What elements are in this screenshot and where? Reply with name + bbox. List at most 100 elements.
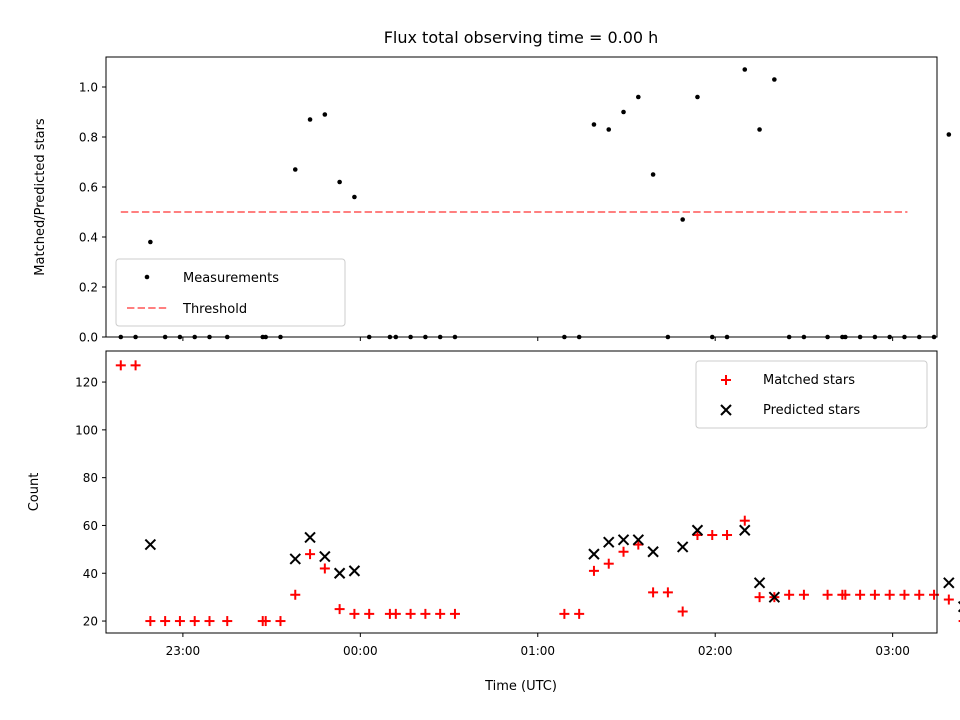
matched-star-point — [449, 608, 460, 619]
matched-star-point — [559, 608, 570, 619]
matched-star-point — [692, 530, 703, 541]
matched-star-point — [420, 608, 431, 619]
measurement-point — [695, 94, 700, 100]
matched-star-point — [899, 589, 910, 600]
top-axes-frame — [105, 56, 938, 338]
bottom-y-tick-label: 120 — [75, 376, 98, 390]
predicted-star-point — [617, 534, 630, 546]
predicted-star-point — [319, 550, 331, 563]
predicted-star-point — [739, 524, 751, 536]
matched-star-point — [115, 360, 126, 371]
bottom-y-tick-label: 40 — [83, 567, 98, 581]
predicted-star-point — [647, 546, 659, 558]
matched-star-point — [840, 589, 851, 600]
predicted-star-point — [603, 536, 615, 548]
matched-star-point — [869, 589, 880, 600]
measurement-point — [352, 194, 357, 200]
matched-star-point — [739, 515, 750, 526]
matched-star-point — [884, 589, 895, 600]
top-y-tick-label: 0.2 — [79, 281, 98, 295]
predicted-star-point — [144, 538, 157, 551]
predicted-star-point-b — [647, 546, 659, 558]
predicted-star-point — [333, 567, 346, 579]
predicted-star-point — [348, 565, 361, 577]
matched-star-point — [405, 608, 416, 619]
matched-star-point — [588, 565, 599, 576]
predicted-star-point-b — [617, 534, 630, 546]
matched-star-point — [677, 606, 688, 617]
matched-star-point — [943, 594, 954, 605]
measurement-point — [772, 77, 777, 82]
top-legend-box — [115, 258, 346, 327]
legend-matched-plus — [721, 375, 731, 385]
predicted-star-point-b — [333, 567, 346, 579]
top-panel: Flux total observing time = 0.00 h Match… — [33, 28, 952, 345]
bottom-y-tick-label: 80 — [83, 471, 98, 485]
matched-star-point — [275, 616, 286, 627]
predicted-star-point — [588, 548, 600, 560]
predicted-star-point — [691, 524, 704, 536]
predicted-star-point-b — [588, 548, 600, 560]
measurement-point — [148, 239, 153, 245]
matched-star-point — [798, 589, 809, 600]
x-axis-label: Time (UTC) — [484, 679, 557, 694]
predicted-star-point — [289, 553, 301, 565]
top-y-tick-label: 0.4 — [79, 231, 98, 245]
matched-star-point — [618, 546, 629, 557]
measurement-point — [636, 94, 641, 100]
matched-star-point — [189, 616, 200, 627]
matched-star-point — [822, 589, 833, 600]
matched-star-point — [855, 589, 866, 600]
predicted-star-point-b — [289, 553, 301, 565]
matched-star-point — [722, 530, 733, 541]
chart-title: Flux total observing time = 0.00 h — [384, 28, 659, 47]
matched-star-point — [334, 604, 345, 615]
bottom-y-tick-label: 20 — [83, 615, 98, 629]
matched-star-point — [707, 530, 718, 541]
predicted-star-point-b — [768, 591, 781, 603]
bottom-x-tick-label: 02:00 — [698, 644, 733, 658]
matched-star-point — [260, 616, 271, 627]
measurement-point — [680, 217, 685, 222]
bottom-legend-box — [695, 360, 928, 429]
matched-star-point — [305, 549, 316, 560]
top-legend: Measurements Threshold — [115, 258, 346, 327]
matched-star-point — [222, 616, 233, 627]
top-y-tick-label: 0.0 — [79, 331, 98, 345]
matched-star-point — [662, 587, 673, 598]
top-y-tick-label: 0.6 — [79, 181, 98, 195]
measurement-point — [322, 112, 328, 117]
matched-star-point — [574, 608, 585, 619]
top-x-axis — [182, 337, 894, 341]
top-y-axis-label: Matched/Predicted stars — [33, 118, 48, 276]
legend-predicted-label: Predicted stars — [763, 403, 860, 418]
predicted-star-point — [632, 534, 645, 546]
predicted-star-point-b — [691, 524, 704, 536]
bottom-x-axis: 23:00 00:00 01:00 02:00 03:00 — [166, 633, 910, 658]
matched-star-point — [130, 360, 141, 371]
legend-predicted-marker — [720, 404, 732, 416]
legend-matched-marker — [721, 375, 731, 385]
measurement-point — [292, 167, 298, 172]
matched-star-point — [633, 539, 644, 550]
predicted-star-point — [943, 577, 955, 589]
matched-star-point — [204, 616, 215, 627]
matched-star-point — [603, 558, 614, 569]
bottom-y-axis: 20 40 60 80 100 120 — [75, 376, 106, 629]
measurement-point — [337, 179, 342, 185]
bottom-x-tick-label: 01:00 — [520, 644, 555, 658]
predicted-star-point-b — [676, 541, 689, 553]
bottom-legend: Matched stars Predicted stars — [695, 360, 928, 429]
bottom-x-tick-label: 23:00 — [166, 644, 201, 658]
bottom-panel: Count Time (UTC) 20 40 60 80 100 120 23:00 00:… — [27, 350, 960, 694]
measurement-point — [606, 127, 612, 132]
matched-star-point — [390, 608, 401, 619]
predicted-star-point-b — [348, 565, 361, 577]
measurement-point — [650, 172, 656, 177]
predicted-star-point-b — [144, 538, 157, 551]
measurement-point — [621, 109, 626, 115]
matched-star-point — [174, 616, 185, 627]
predicted-star-point-b — [319, 550, 331, 563]
